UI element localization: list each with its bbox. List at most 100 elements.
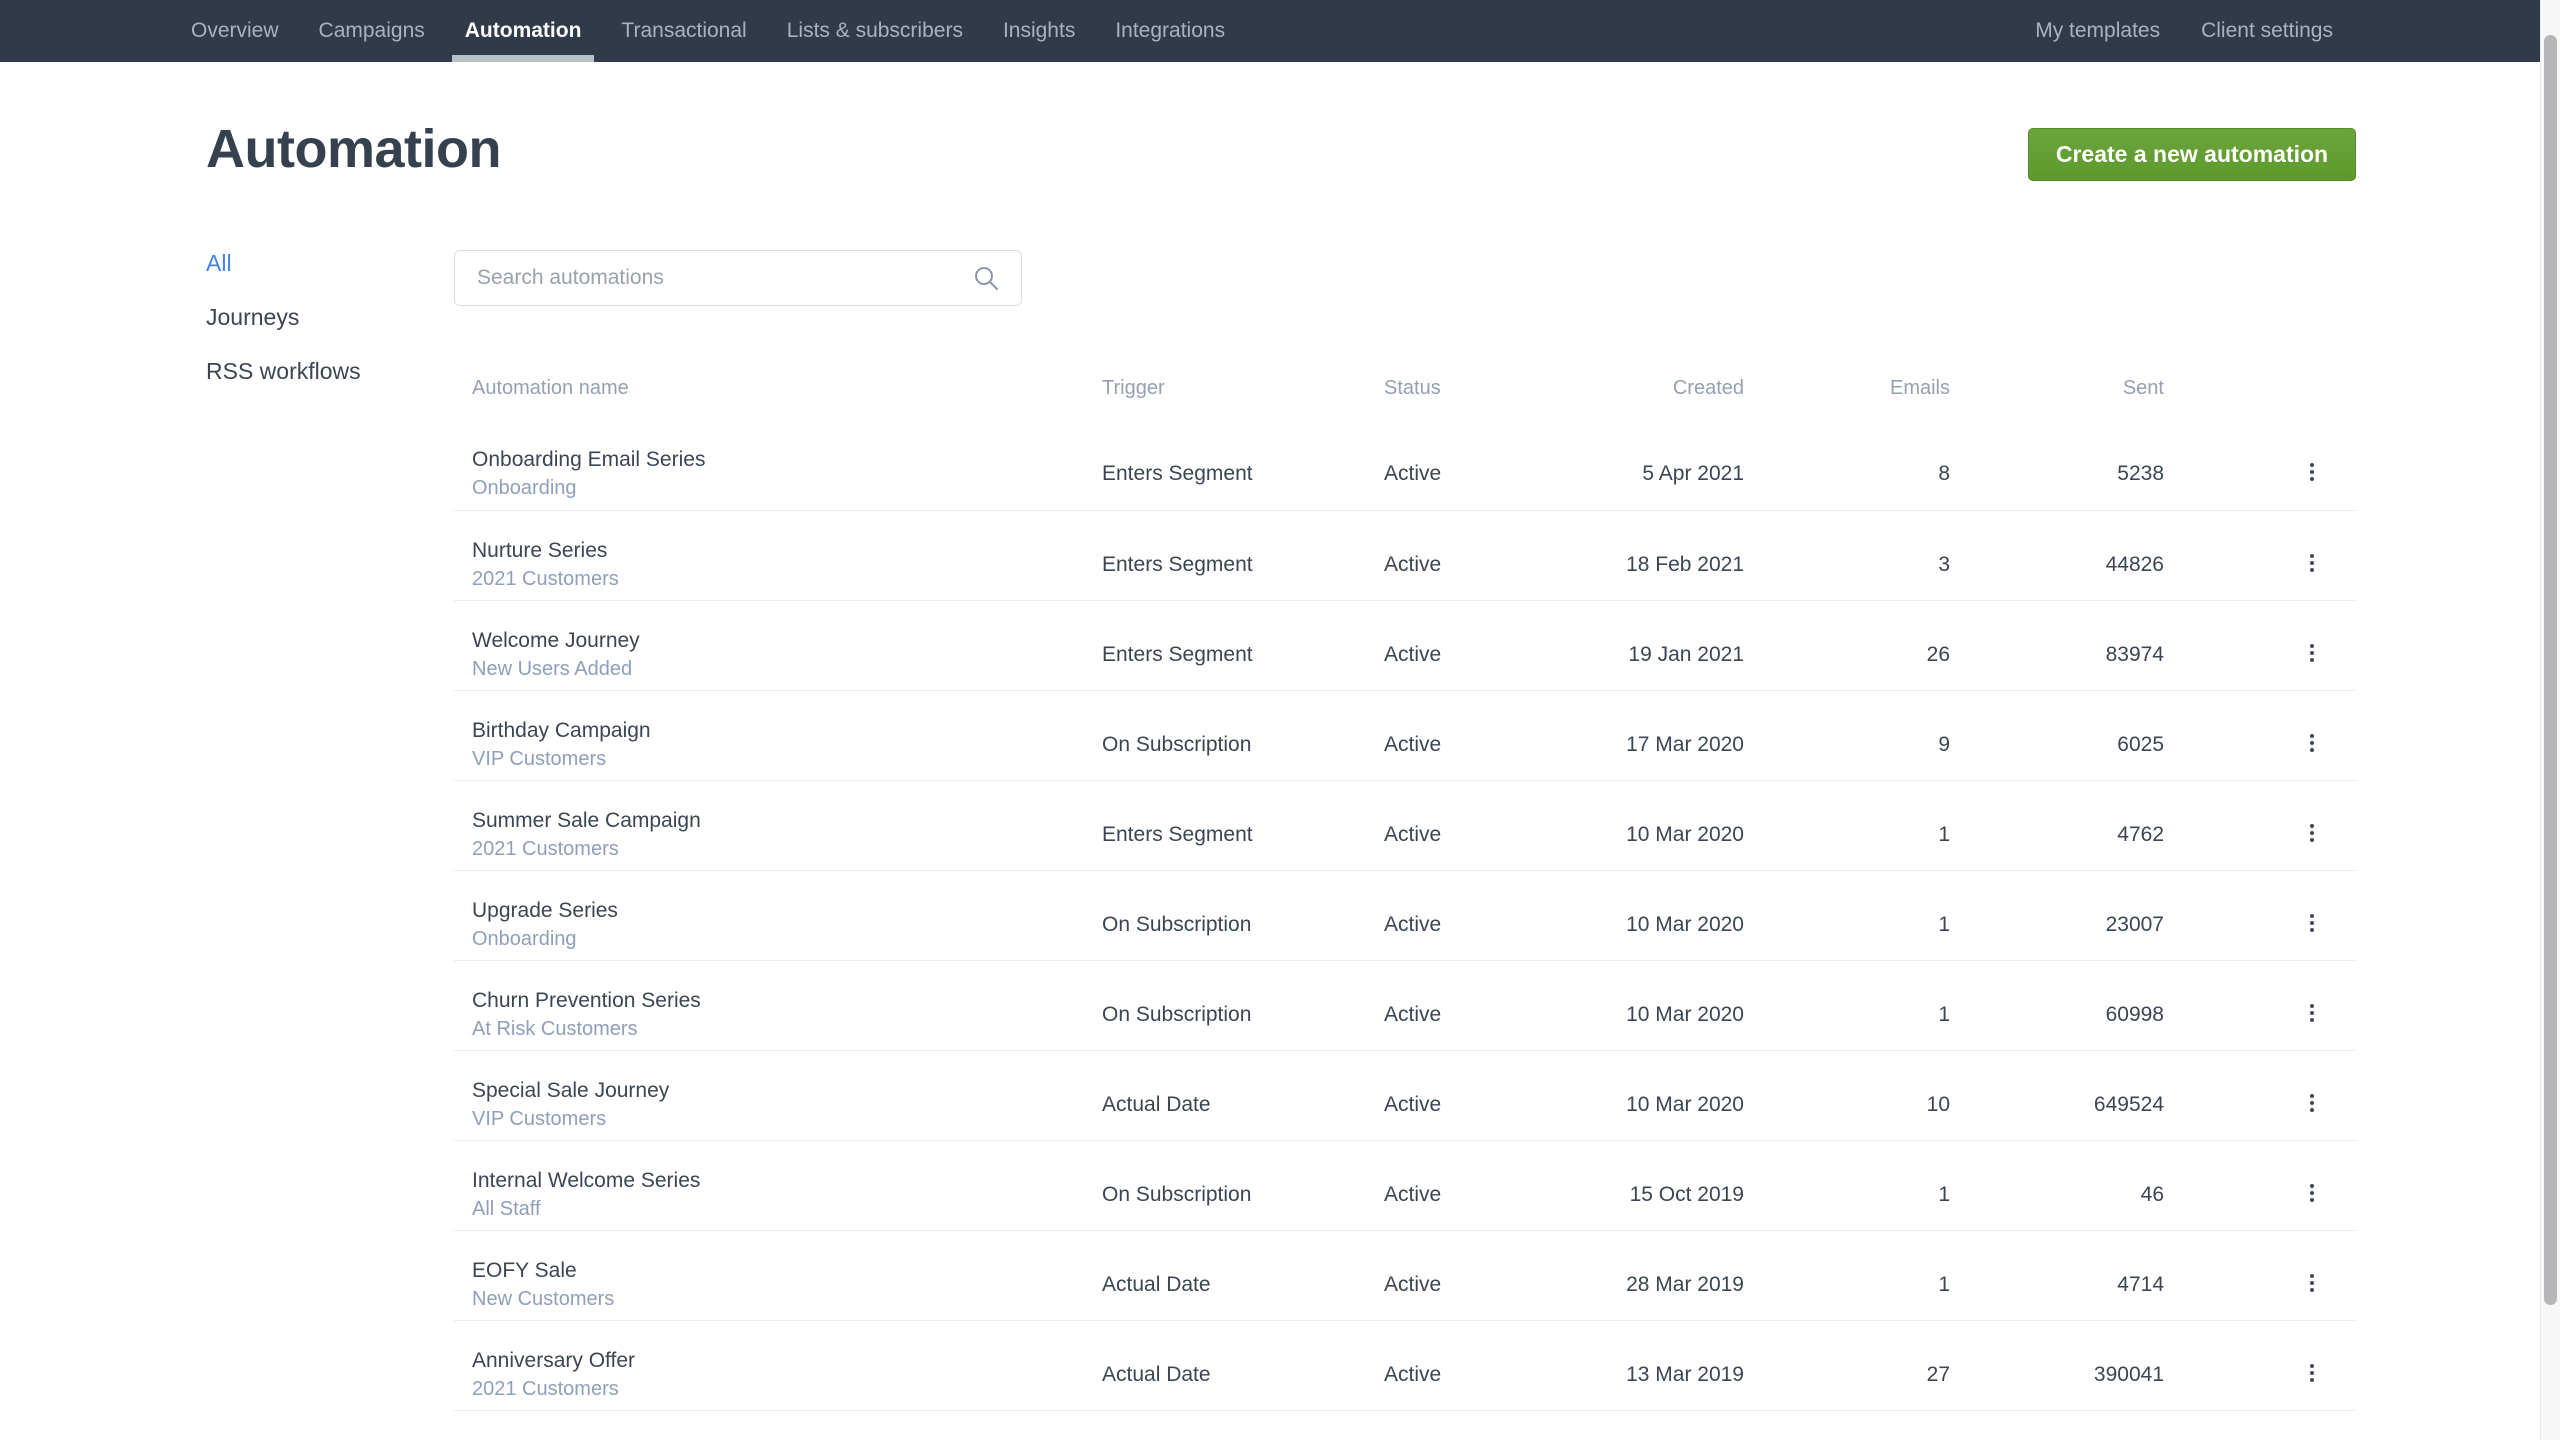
- automation-name[interactable]: Birthday Campaign: [472, 719, 651, 742]
- column-header-created: Created: [1672, 377, 1744, 399]
- table-row[interactable]: Nurture Series 2021 Customers Enters Seg…: [454, 510, 2356, 600]
- automation-name[interactable]: Internal Welcome Series: [472, 1169, 701, 1192]
- emails-value: 1: [1938, 1273, 1950, 1296]
- kebab-menu-icon[interactable]: [2304, 642, 2320, 690]
- table-row[interactable]: Internal Welcome Series All Staff On Sub…: [454, 1140, 2356, 1230]
- nav-right: My templates Client settings: [2022, 0, 2540, 62]
- kebab-dot: [2310, 1004, 2314, 1008]
- table-row[interactable]: Anniversary Offer 2021 Customers Actual …: [454, 1320, 2356, 1410]
- status-value: Active: [1384, 733, 1442, 756]
- kebab-menu-icon[interactable]: [2304, 1362, 2320, 1410]
- nav-item-lists-subscribers[interactable]: Lists & subscribers: [774, 0, 976, 62]
- create-automation-button[interactable]: Create a new automation: [2028, 128, 2356, 181]
- kebab-dot: [2310, 651, 2314, 655]
- search-input[interactable]: [455, 266, 973, 290]
- automation-name-cell: Upgrade Series Onboarding: [454, 871, 1102, 960]
- table-row[interactable]: Summer Sale Campaign 2021 Customers Ente…: [454, 780, 2356, 870]
- trigger-value: Enters Segment: [1102, 643, 1253, 666]
- top-navigation-bar: Overview Campaigns Automation Transactio…: [0, 0, 2540, 62]
- nav-item-label: Insights: [1002, 19, 1076, 42]
- created-value: 10 Mar 2020: [1626, 1093, 1744, 1116]
- nav-item-client-settings[interactable]: Client settings: [2188, 0, 2346, 62]
- automation-name[interactable]: Churn Prevention Series: [472, 989, 701, 1012]
- nav-item-automation[interactable]: Automation: [451, 0, 595, 62]
- nav-item-label: Campaigns: [318, 19, 425, 42]
- automation-name-cell: Churn Prevention Series At Risk Customer…: [454, 961, 1102, 1050]
- nav-item-overview[interactable]: Overview: [178, 0, 292, 62]
- kebab-dot: [2310, 741, 2314, 745]
- automation-name[interactable]: Nurture Series: [472, 539, 608, 562]
- created-value: [1604, 1411, 1744, 1440]
- nav-item-transactional[interactable]: Transactional: [608, 0, 759, 62]
- status-value: Active: [1384, 1363, 1442, 1386]
- table-row[interactable]: Birthday Campaign VIP Customers On Subsc…: [454, 690, 2356, 780]
- table-row[interactable]: Upgrade Series Onboarding On Subscriptio…: [454, 870, 2356, 960]
- automation-segment: 2021 Customers: [472, 568, 619, 590]
- created-value: 15 Oct 2019: [1629, 1183, 1744, 1206]
- trigger-value: On Subscription: [1102, 1183, 1252, 1206]
- sent-value: 4762: [2117, 823, 2164, 846]
- automation-segment: VIP Customers: [472, 748, 607, 770]
- table-header-row: Automation name Trigger Status Created E…: [454, 365, 2356, 420]
- automation-name[interactable]: Upgrade Series: [472, 899, 618, 922]
- scrollbar-track[interactable]: [2540, 0, 2560, 1440]
- emails-value: 1: [1938, 823, 1950, 846]
- kebab-menu-icon[interactable]: [2304, 1002, 2320, 1050]
- table-row[interactable]: Special Sale Journey VIP Customers Actua…: [454, 1050, 2356, 1140]
- kebab-menu-icon[interactable]: [2304, 552, 2320, 600]
- actions-cell: [2164, 1051, 2356, 1140]
- actions-cell: [2164, 1321, 2356, 1410]
- nav-item-my-templates[interactable]: My templates: [2022, 0, 2173, 62]
- table-row[interactable]: Churn Prevention Series At Risk Customer…: [454, 960, 2356, 1050]
- kebab-menu-icon[interactable]: [2304, 461, 2320, 510]
- kebab-dot: [2310, 568, 2314, 572]
- actions-cell: [2164, 1141, 2356, 1230]
- table-row[interactable]: Onboarding Email Series Onboarding Enter…: [454, 420, 2356, 510]
- table-row[interactable]: Welcome Journey New Users Added Enters S…: [454, 600, 2356, 690]
- kebab-menu-icon[interactable]: [2304, 732, 2320, 780]
- status-value: [1384, 1411, 1604, 1440]
- automation-name[interactable]: Anniversary Offer: [472, 1349, 636, 1372]
- automation-name[interactable]: Welcome Journey: [472, 629, 640, 652]
- filter-item-journeys[interactable]: Journeys: [206, 304, 300, 330]
- table-body: Onboarding Email Series Onboarding Enter…: [454, 420, 2356, 1440]
- sent-value: 390041: [2093, 1363, 2164, 1386]
- nav-item-insights[interactable]: Insights: [990, 0, 1088, 62]
- table-row[interactable]: Paid Account Welcome: 30 day no send sur…: [454, 1410, 2356, 1440]
- kebab-dot: [2310, 1378, 2314, 1382]
- kebab-dot: [2310, 1281, 2314, 1285]
- kebab-dot: [2310, 463, 2314, 467]
- emails-value: 1: [1938, 1003, 1950, 1026]
- nav-item-integrations[interactable]: Integrations: [1102, 0, 1238, 62]
- kebab-menu-icon[interactable]: [2304, 1092, 2320, 1140]
- automation-name-cell: Internal Welcome Series All Staff: [454, 1141, 1102, 1230]
- column-header-trigger: Trigger: [1102, 377, 1165, 399]
- automation-name-cell: Onboarding Email Series Onboarding: [454, 420, 1102, 510]
- kebab-dot: [2310, 824, 2314, 828]
- actions-cell: [2164, 691, 2356, 780]
- emails-value: 26: [1926, 643, 1950, 666]
- actions-cell: [2164, 511, 2356, 600]
- kebab-dot: [2310, 554, 2314, 558]
- automation-name[interactable]: EOFY Sale: [472, 1259, 577, 1282]
- automation-name[interactable]: Onboarding Email Series: [472, 448, 706, 471]
- scrollbar-thumb[interactable]: [2544, 35, 2557, 1305]
- kebab-dot: [2310, 1018, 2314, 1022]
- automation-name[interactable]: Summer Sale Campaign: [472, 809, 701, 832]
- kebab-menu-icon[interactable]: [2304, 1272, 2320, 1320]
- kebab-dot: [2310, 1011, 2314, 1015]
- trigger-value: Enters Segment: [1102, 462, 1253, 485]
- kebab-menu-icon[interactable]: [2304, 822, 2320, 870]
- nav-item-campaigns[interactable]: Campaigns: [306, 0, 438, 62]
- kebab-menu-icon[interactable]: [2304, 912, 2320, 960]
- table-row[interactable]: EOFY Sale New Customers Actual Date Acti…: [454, 1230, 2356, 1320]
- emails-value: 1: [1938, 913, 1950, 936]
- automation-name-cell: Special Sale Journey VIP Customers: [454, 1051, 1102, 1140]
- automation-name[interactable]: Special Sale Journey: [472, 1079, 670, 1102]
- filter-item-rss-workflows[interactable]: RSS workflows: [206, 358, 361, 384]
- actions-cell: [2164, 871, 2356, 960]
- kebab-dot: [2310, 477, 2314, 481]
- kebab-menu-icon[interactable]: [2304, 1182, 2320, 1230]
- emails-value: [1744, 1411, 1950, 1440]
- filter-item-all[interactable]: All: [206, 250, 232, 276]
